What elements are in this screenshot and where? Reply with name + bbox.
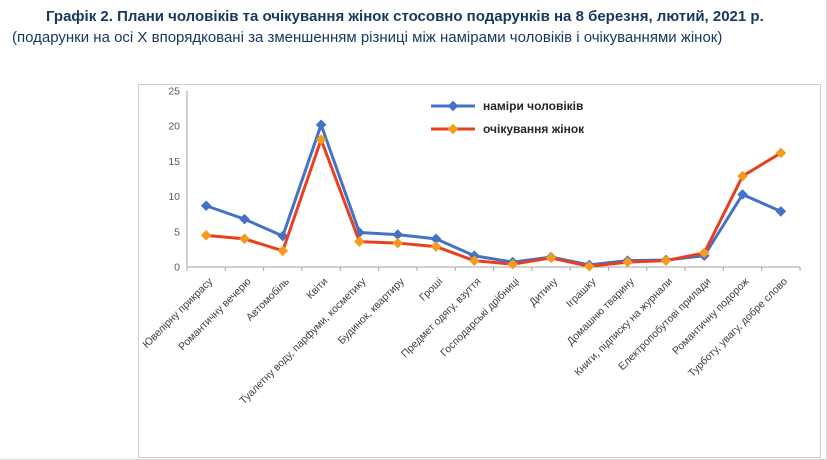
svg-text:5: 5 xyxy=(174,226,180,238)
chart-frame: 0 5 10 15 20 25 Ювелірну прикрасу Романтичну ве… xyxy=(138,84,821,458)
legend: наміри чоловіків очікування жінок xyxy=(431,99,585,136)
svg-text:Домашню тварину: Домашню тварину xyxy=(565,275,638,348)
chart-title-main: Графік 2. Плани чоловіків та очікування … xyxy=(46,8,764,25)
svg-text:Квіти: Квіти xyxy=(304,276,330,302)
y-axis-labels: 0 5 10 15 20 25 xyxy=(168,86,180,274)
series-0 xyxy=(200,119,787,271)
svg-text:20: 20 xyxy=(168,121,180,133)
svg-text:Господарські дрібниці: Господарські дрібниці xyxy=(438,276,521,359)
svg-text:Дитину: Дитину xyxy=(527,275,561,309)
axes xyxy=(186,91,801,271)
legend-item-0: наміри чоловіків xyxy=(431,99,583,113)
svg-text:10: 10 xyxy=(168,191,180,203)
svg-text:0: 0 xyxy=(174,262,180,274)
series-1 xyxy=(200,134,787,272)
svg-text:Ювелірну прикрасу: Ювелірну прикрасу xyxy=(140,275,215,350)
svg-text:Будинок, квартиру: Будинок, квартиру xyxy=(336,275,408,347)
svg-text:15: 15 xyxy=(168,156,180,168)
chart-title-subtext: (подарунки на осі X впорядковані за змен… xyxy=(12,29,723,47)
svg-text:Гроші: Гроші xyxy=(417,276,445,304)
svg-text:Романтичну вечерю: Романтичну вечерю xyxy=(176,276,253,353)
svg-text:Іграшку: Іграшку xyxy=(564,275,599,310)
svg-text:наміри чоловіків: наміри чоловіків xyxy=(483,99,583,113)
chart-title: Графік 2. Плани чоловіків та очікування … xyxy=(0,6,818,49)
svg-text:очікування жінок: очікування жінок xyxy=(483,122,585,136)
legend-item-1: очікування жінок xyxy=(431,122,585,136)
svg-text:25: 25 xyxy=(168,86,180,98)
